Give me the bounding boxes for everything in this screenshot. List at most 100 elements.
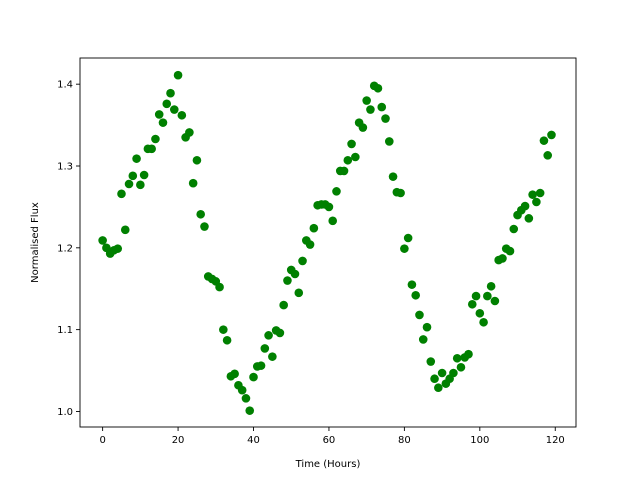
plot-frame: [79, 57, 577, 428]
y-axis-ticks: 1.0 1.1 1.2 1.3 1.4: [57, 80, 80, 418]
data-point: [328, 216, 338, 226]
data-point: [151, 134, 160, 144]
data-point: [305, 240, 315, 249]
data-point: [222, 335, 232, 345]
data-point: [547, 130, 556, 140]
data-point: [437, 368, 447, 378]
data-point: [407, 280, 417, 289]
data-point: [113, 244, 123, 253]
x-tick-label: 80: [398, 435, 411, 446]
data-point: [479, 317, 488, 327]
data-point: [294, 288, 304, 298]
data-point: [245, 406, 255, 415]
data-point: [403, 233, 413, 243]
x-tick-label: 20: [172, 435, 185, 446]
data-point: [384, 137, 394, 146]
x-tick-label: 40: [247, 435, 260, 446]
data-point: [215, 282, 224, 292]
data-point: [400, 244, 409, 253]
data-point: [283, 276, 292, 285]
data-point: [490, 296, 500, 306]
data-point: [415, 310, 424, 320]
data-points: [98, 70, 556, 415]
y-tick-label: 1.2: [57, 243, 73, 254]
data-point: [520, 201, 530, 211]
data-point: [377, 102, 387, 112]
y-axis-label: Normalised Flux: [30, 202, 41, 283]
data-point: [162, 99, 172, 109]
data-point: [249, 372, 258, 382]
data-point: [200, 222, 209, 231]
data-point: [505, 246, 515, 256]
data-point: [158, 118, 168, 127]
data-point: [426, 357, 436, 366]
data-point: [279, 300, 288, 310]
data-point: [332, 187, 341, 196]
data-point: [117, 189, 126, 199]
data-point: [166, 88, 175, 98]
data-point: [196, 209, 205, 219]
data-point: [471, 291, 481, 301]
data-point: [388, 172, 398, 181]
data-point: [290, 269, 300, 279]
data-point: [173, 70, 183, 80]
data-point: [396, 188, 405, 198]
data-point: [535, 188, 545, 198]
data-point: [343, 155, 353, 165]
data-point: [509, 224, 519, 234]
data-point: [449, 368, 458, 378]
data-point: [422, 322, 432, 332]
plot-area: [80, 58, 576, 427]
data-point: [467, 299, 477, 309]
data-point: [275, 328, 285, 338]
data-point: [98, 236, 107, 245]
x-tick-label: 120: [546, 435, 565, 446]
y-tick-label: 1.1: [57, 325, 73, 336]
data-point: [309, 223, 319, 233]
data-point: [434, 383, 443, 393]
data-point: [411, 290, 421, 300]
data-point: [230, 369, 239, 379]
data-point: [366, 105, 375, 114]
data-point: [154, 110, 164, 119]
data-point: [128, 171, 138, 181]
data-point: [456, 362, 466, 372]
x-tick-label: 100: [470, 435, 489, 446]
data-point: [219, 325, 228, 334]
data-point: [539, 136, 549, 145]
data-point: [524, 214, 534, 223]
y-tick-label: 1.4: [57, 80, 73, 91]
data-point: [185, 128, 194, 137]
data-point: [475, 308, 485, 318]
data-point: [528, 190, 537, 199]
data-point: [483, 291, 492, 301]
data-point: [256, 361, 266, 370]
data-point: [132, 154, 141, 163]
data-point: [452, 353, 462, 363]
x-tick-label: 60: [323, 435, 336, 446]
data-point: [188, 178, 198, 188]
y-tick-label: 1.0: [57, 407, 73, 418]
data-point: [136, 180, 145, 190]
data-point: [498, 254, 507, 263]
data-point: [362, 96, 371, 105]
data-point: [543, 151, 553, 160]
data-point: [124, 179, 134, 189]
data-point: [532, 197, 541, 207]
data-point: [339, 166, 349, 176]
data-point: [120, 225, 130, 235]
data-point: [381, 114, 390, 123]
x-tick-label: 0: [99, 435, 105, 446]
y-tick-label: 1.3: [57, 162, 73, 173]
data-point: [464, 349, 473, 359]
data-point: [351, 152, 360, 162]
data-point: [430, 374, 439, 384]
data-point: [347, 139, 356, 149]
data-point: [418, 335, 428, 344]
data-point: [170, 105, 179, 114]
data-point: [268, 352, 277, 361]
data-point: [237, 385, 247, 395]
data-point: [177, 110, 187, 120]
data-point: [241, 394, 251, 403]
data-point: [373, 83, 383, 93]
